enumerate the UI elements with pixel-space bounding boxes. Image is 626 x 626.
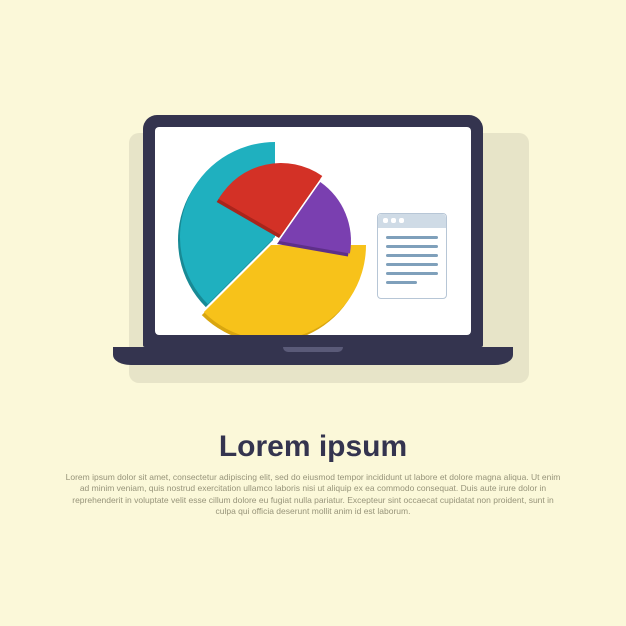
document-header <box>378 214 446 228</box>
document-icon <box>377 213 447 299</box>
document-line <box>386 245 438 248</box>
window-dot-icon <box>399 218 404 223</box>
document-line <box>386 236 438 239</box>
document-line <box>386 254 438 257</box>
document-line <box>386 272 438 275</box>
laptop-lid <box>143 115 483 347</box>
title: Lorem ipsum <box>0 430 626 464</box>
laptop-base <box>113 347 513 365</box>
document-lines <box>378 228 446 298</box>
laptop <box>113 115 513 365</box>
body-text: Lorem ipsum dolor sit amet, consectetur … <box>63 472 564 518</box>
window-dot-icon <box>391 218 396 223</box>
laptop-screen <box>155 127 471 335</box>
document-line <box>386 281 417 284</box>
canvas: Lorem ipsum Lorem ipsum dolor sit amet, … <box>0 0 626 626</box>
window-dot-icon <box>383 218 388 223</box>
document-line <box>386 263 438 266</box>
